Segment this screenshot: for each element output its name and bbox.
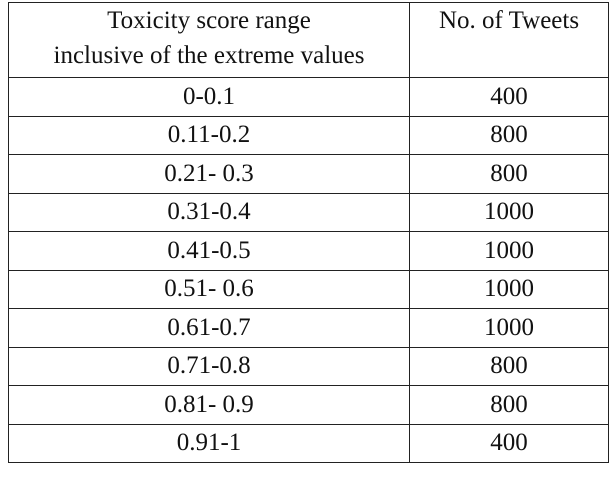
header-cell: Toxicity score range inclusive of the ext… xyxy=(8,2,410,78)
score-range: 0.51- 0.6 xyxy=(8,269,410,309)
table-row: 0.41-0.5 1000 xyxy=(8,231,609,271)
table-row: 0.81- 0.9 800 xyxy=(8,385,609,425)
table-row: 0.91-1 400 xyxy=(8,423,609,463)
score-range: 0.21- 0.3 xyxy=(8,154,410,194)
tweet-count: 1000 xyxy=(409,269,609,309)
score-range: 0.41-0.5 xyxy=(8,231,410,271)
tweet-count: 800 xyxy=(409,385,609,425)
score-range: 0.61-0.7 xyxy=(8,308,410,348)
tweet-count: 800 xyxy=(409,346,609,386)
score-range: 0-0.1 xyxy=(8,77,410,117)
tweet-count: 800 xyxy=(409,154,609,194)
table-row: 0.61-0.7 1000 xyxy=(8,308,609,348)
table-body: 0-0.1 400 0.11-0.2 800 0.21- 0.3 800 0.31-0.4 1… xyxy=(8,77,609,463)
header-text: inclusive of the extreme values xyxy=(53,42,365,69)
score-range: 0.11-0.2 xyxy=(8,115,410,155)
score-range: 0.31-0.4 xyxy=(8,192,410,232)
header-cell: No. of Tweets xyxy=(409,2,609,78)
tweet-count: 1000 xyxy=(409,231,609,271)
table-row: 0.21- 0.3 800 xyxy=(8,154,609,194)
table-row: 0-0.1 400 xyxy=(8,77,609,117)
tweet-count: 400 xyxy=(409,77,609,117)
score-range: 0.91-1 xyxy=(8,423,410,463)
header-row: Toxicity score range inclusive of the ext… xyxy=(8,2,609,78)
tweet-count: 800 xyxy=(409,115,609,155)
score-range: 0.81- 0.9 xyxy=(8,385,410,425)
table-row: 0.11-0.2 800 xyxy=(8,115,609,155)
tweet-count: 1000 xyxy=(409,192,609,232)
table-row: 0.71-0.8 800 xyxy=(8,346,609,386)
table-row: 0.31-0.4 1000 xyxy=(8,192,609,232)
tweet-count: 1000 xyxy=(409,308,609,348)
header-text: No. of Tweets xyxy=(438,7,580,34)
score-range: 0.71-0.8 xyxy=(8,346,410,386)
data-table: Toxicity score range inclusive of the ext… xyxy=(8,2,609,463)
header-text: Toxicity score range xyxy=(107,7,311,34)
table-row: 0.51- 0.6 1000 xyxy=(8,269,609,309)
table-header: Toxicity score range inclusive of the ext… xyxy=(8,2,609,78)
tweet-count: 400 xyxy=(409,423,609,463)
